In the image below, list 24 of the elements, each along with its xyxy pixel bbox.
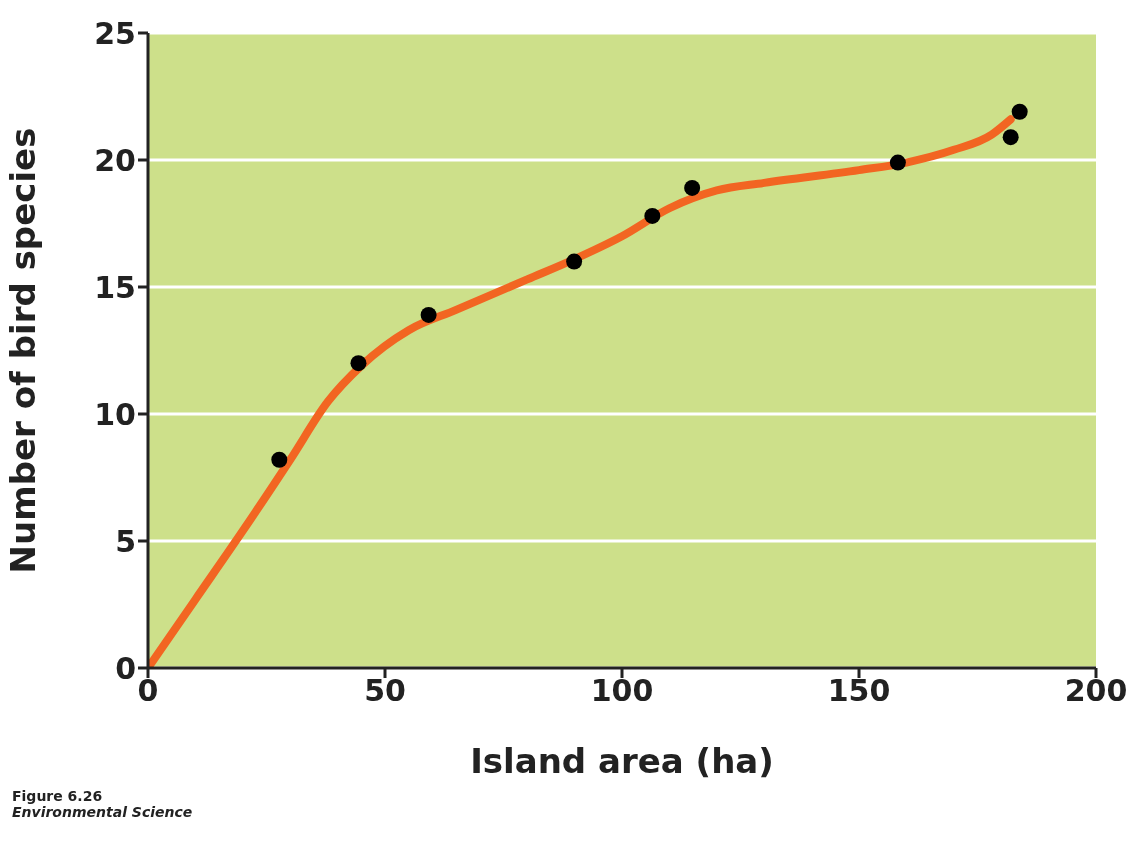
y-tick-label: 5 bbox=[115, 523, 136, 559]
point bbox=[1002, 129, 1019, 146]
y-axis-title: Number of bird species bbox=[3, 127, 44, 574]
text: Environmental Science bbox=[12, 804, 194, 820]
x-axis-title: Island area (ha) bbox=[470, 741, 774, 781]
point bbox=[684, 179, 701, 196]
y-tick-label: 0 bbox=[115, 650, 136, 686]
y-tick-label: 20 bbox=[94, 142, 136, 178]
y-tick-label: 25 bbox=[94, 15, 136, 51]
x-tick-label: 100 bbox=[590, 673, 654, 709]
point bbox=[889, 154, 906, 171]
point bbox=[350, 355, 367, 372]
point bbox=[420, 306, 437, 323]
x-tick-label: 150 bbox=[827, 673, 891, 709]
y-tick-label: 15 bbox=[94, 269, 136, 305]
point bbox=[271, 451, 288, 468]
y-tick-label: 10 bbox=[94, 396, 136, 432]
point bbox=[566, 253, 583, 270]
point bbox=[644, 207, 661, 224]
x-tick-label: 200 bbox=[1064, 673, 1128, 709]
x-tick-label: 0 bbox=[137, 673, 159, 709]
point bbox=[1011, 103, 1028, 120]
caption: Figure 6.26 bbox=[12, 788, 104, 804]
x-tick-label: 50 bbox=[364, 673, 406, 709]
